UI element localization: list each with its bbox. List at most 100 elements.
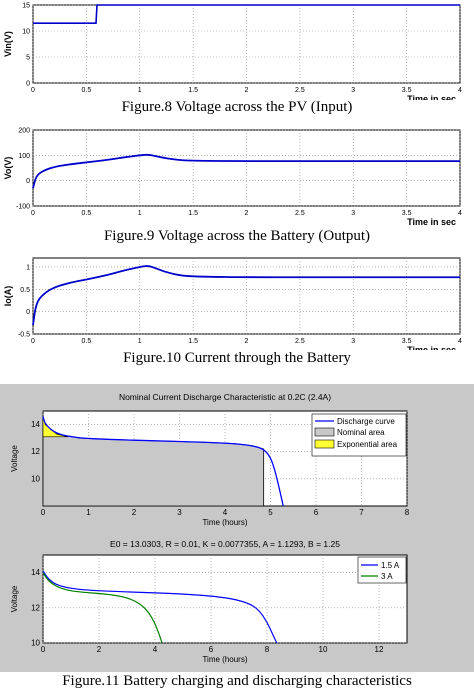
x-tick-label: 6	[314, 508, 319, 517]
x-tick-label: 3	[177, 508, 182, 517]
x-tick-label: 1.5	[188, 338, 198, 345]
x-tick-label: 1	[138, 338, 142, 345]
x-tick-label: 4	[223, 508, 228, 517]
x-tick-label: 2.5	[295, 210, 305, 217]
y-tick-label: 10	[31, 474, 40, 483]
x-tick-label: 7	[359, 508, 364, 517]
y-tick-label: 10	[31, 639, 40, 648]
y-axis-label: Voltage	[10, 585, 19, 612]
plot-area	[32, 129, 461, 207]
y-tick-label: 0	[26, 178, 30, 185]
legend-swatch-nominal	[314, 427, 335, 437]
y-tick-label: 100	[18, 153, 30, 160]
y-axis-label: Vin(V)	[3, 31, 13, 57]
legend-label: 1.5 A	[381, 561, 400, 570]
x-tick-label: 0.5	[82, 338, 92, 345]
chart-title: Nominal Current Discharge Characteristic…	[119, 392, 331, 402]
y-axis-label: Vo(V)	[3, 157, 13, 180]
x-tick-label: 10	[319, 645, 328, 654]
x-tick-label: 3.5	[402, 338, 412, 345]
plot-area	[42, 554, 408, 644]
x-tick-label: 4	[458, 338, 462, 345]
legend: 1.5 A 3 A	[357, 556, 407, 584]
legend: Discharge curve Nominal area Exponential a…	[311, 413, 407, 457]
series-line-3A	[42, 572, 163, 644]
y-tick-label: 15	[22, 3, 30, 10]
legend-label: Nominal area	[337, 428, 385, 437]
x-axis-label: Time (hours)	[202, 518, 247, 527]
x-tick-label: 0.5	[82, 210, 92, 217]
y-tick-label: 0	[26, 309, 30, 316]
y-tick-label: -0.5	[18, 332, 30, 339]
y-tick-label: 0.5	[20, 287, 30, 294]
x-tick-label: 1	[138, 210, 142, 217]
x-tick-label: 4	[458, 87, 462, 94]
y-tick-label: 0	[26, 81, 30, 88]
y-axis-label: Io(A)	[3, 286, 13, 307]
fig8-chart: 0 0.5 1 1.5 2 2.5 3 3.5 4 0 5 10 15 Vin(V) Time in sec	[3, 3, 462, 101]
x-tick-label: 2	[132, 508, 137, 517]
fig10-caption: Figure.10 Current through the Battery	[123, 350, 351, 366]
discharge-curve	[42, 416, 284, 507]
x-tick-label: 1	[86, 508, 91, 517]
x-tick-label: 2	[97, 645, 102, 654]
x-tick-label: 8	[265, 645, 270, 654]
x-tick-label: 1.5	[188, 210, 198, 217]
x-axis-label: Time in sec	[407, 217, 456, 226]
y-tick-label: 1	[26, 264, 30, 271]
y-axis-label: Voltage	[10, 445, 19, 472]
legend-box	[357, 556, 407, 584]
y-tick-label: 10	[22, 29, 30, 36]
chart-title: E0 = 13.0303, R = 0.01, K = 0.0077355, A…	[110, 539, 340, 549]
y-tick-label: 12	[31, 603, 40, 612]
x-tick-label: 3.5	[402, 210, 412, 217]
fig11-chart: Nominal Current Discharge Characteristic…	[10, 392, 410, 664]
x-tick-label: 3	[351, 210, 355, 217]
x-tick-label: 2.5	[295, 338, 305, 345]
x-tick-label: 0	[41, 645, 46, 654]
legend-swatch-exponential	[314, 439, 335, 449]
x-tick-label: 8	[405, 508, 410, 517]
y-tick-label: 5	[26, 55, 30, 62]
x-tick-label: 0	[31, 338, 35, 345]
x-tick-label: 1.5	[188, 87, 198, 94]
x-tick-label: 0	[31, 210, 35, 217]
x-tick-label: 12	[375, 645, 384, 654]
legend-label: 3 A	[381, 572, 393, 581]
x-axis-label: Time in sec	[407, 345, 456, 350]
y-tick-label: 200	[18, 128, 30, 135]
x-tick-label: 5	[268, 508, 273, 517]
fig9-caption: Figure.9 Voltage across the Battery (Out…	[103, 228, 371, 244]
x-tick-label: 3.5	[402, 87, 412, 94]
y-tick-label: 14	[31, 568, 40, 577]
x-tick-label: 0.5	[82, 87, 92, 94]
x-tick-label: 1	[138, 87, 142, 94]
x-tick-label: 0	[41, 508, 46, 517]
series-line-1-5A	[42, 570, 278, 644]
fig11-caption: Figure.11 Battery charging and dischargi…	[62, 673, 412, 689]
legend-label: Discharge curve	[337, 417, 395, 426]
y-tick-label: 12	[31, 447, 40, 456]
x-tick-label: 2	[245, 338, 249, 345]
x-axis-label: Time (hours)	[202, 655, 247, 664]
plot-area	[32, 257, 461, 335]
x-tick-label: 2.5	[295, 87, 305, 94]
x-tick-label: 0	[31, 87, 35, 94]
x-tick-label: 2	[245, 87, 249, 94]
fig8-caption: Figure.8 Voltage across the PV (Input)	[121, 99, 353, 115]
x-tick-label: 4	[458, 210, 462, 217]
series-line	[32, 153, 460, 189]
x-tick-label: 4	[153, 645, 158, 654]
x-axis-label: Time in sec	[407, 94, 456, 100]
x-tick-label: 6	[209, 645, 214, 654]
x-tick-label: 3	[351, 87, 355, 94]
y-tick-label: -100	[16, 204, 30, 211]
vin-line	[33, 4, 460, 25]
x-tick-label: 2	[245, 210, 249, 217]
legend-label: Exponential area	[337, 440, 398, 449]
series-line	[32, 265, 460, 326]
y-tick-label: 14	[31, 420, 40, 429]
x-tick-label: 3	[351, 338, 355, 345]
